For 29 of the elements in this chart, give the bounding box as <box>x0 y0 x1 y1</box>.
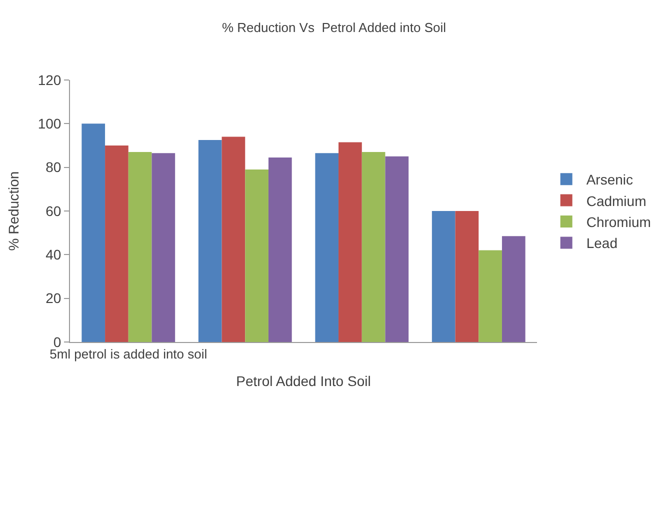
bar <box>268 158 292 342</box>
bar <box>478 250 502 342</box>
bar <box>455 211 479 342</box>
bar <box>152 153 176 342</box>
bar <box>502 236 526 342</box>
chart-title: % Reduction Vs Petrol Added into Soil <box>222 20 446 36</box>
y-tick-label: 80 <box>46 159 62 176</box>
bar <box>128 152 152 342</box>
legend-label: Cadmium <box>586 192 646 209</box>
y-tick-label: 120 <box>38 72 62 88</box>
y-tick-label: 60 <box>46 202 62 219</box>
bar <box>432 211 456 342</box>
bar <box>315 153 339 342</box>
bar <box>82 124 106 342</box>
bar <box>338 142 362 342</box>
legend-label: Chromium <box>586 214 651 230</box>
bar <box>245 170 268 342</box>
bar <box>198 140 222 342</box>
bar <box>385 156 409 342</box>
y-axis-title: % Reduction <box>5 171 22 251</box>
bar <box>222 136 246 342</box>
bar <box>362 152 386 342</box>
legend-label: Lead <box>586 235 618 252</box>
legend-label: Arsenic <box>586 172 634 188</box>
bar <box>105 146 128 342</box>
y-tick-label: 40 <box>46 246 62 263</box>
y-tick-label: 100 <box>38 116 62 132</box>
x-axis-title: Petrol Added Into Soil <box>236 372 371 389</box>
y-tick-label: 20 <box>46 290 62 306</box>
